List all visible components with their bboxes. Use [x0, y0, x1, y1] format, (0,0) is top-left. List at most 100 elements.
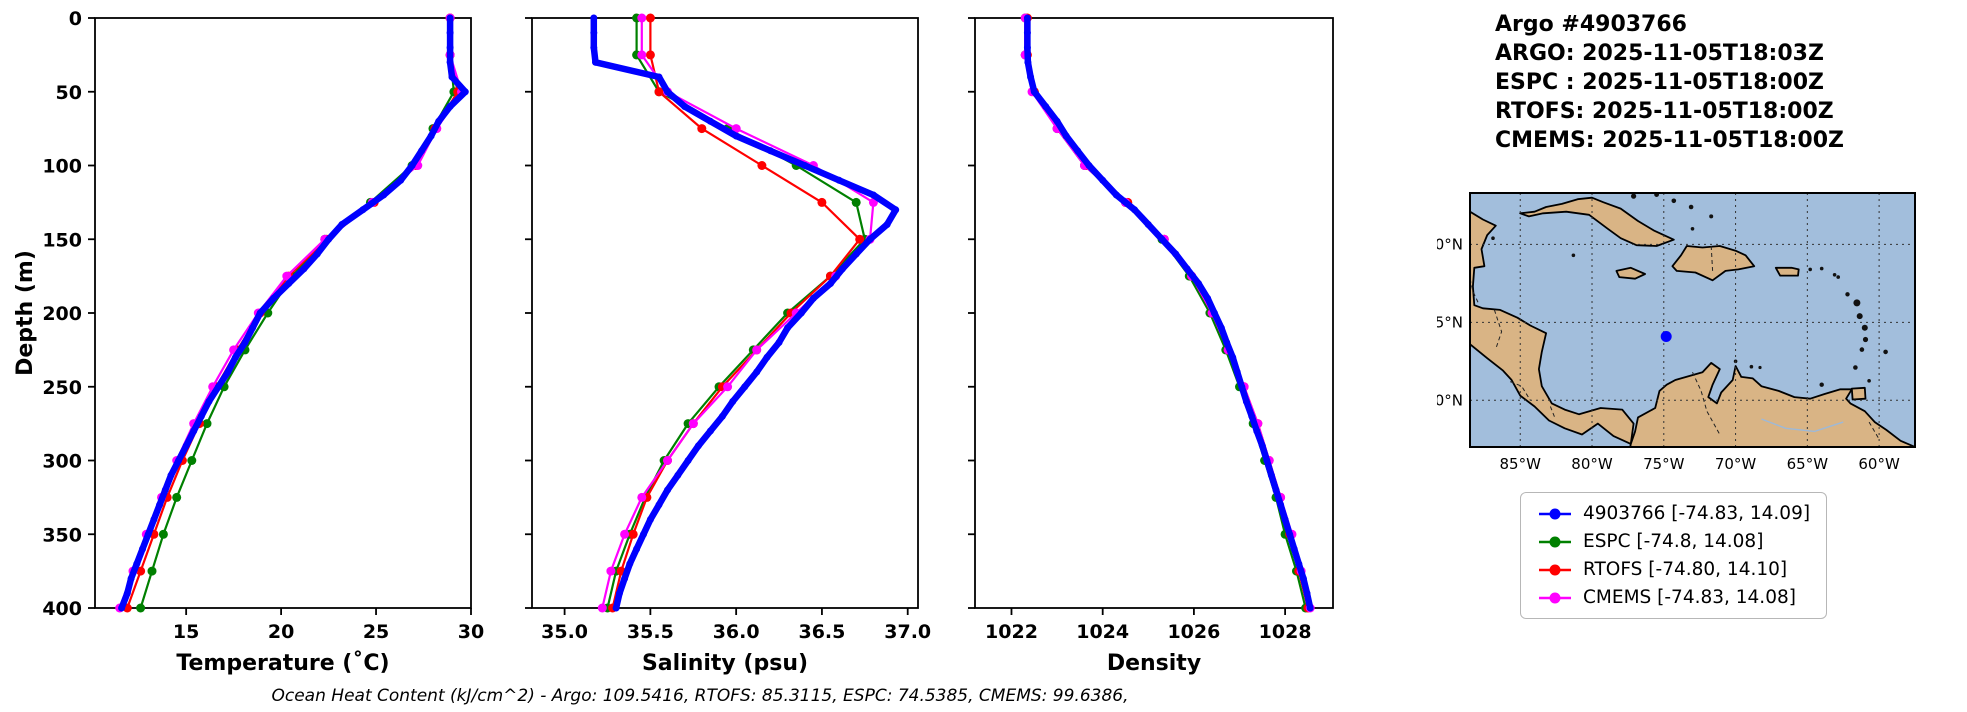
map-lon-label: 65°W: [1787, 455, 1829, 473]
svg-text:Depth (m): Depth (m): [13, 250, 38, 376]
4903766-temperature-line: [118, 14, 469, 612]
svg-text:350: 350: [42, 524, 82, 546]
map-small-island: [1758, 365, 1762, 370]
svg-text:Density: Density: [1107, 651, 1201, 676]
map-small-island: [1856, 313, 1863, 320]
float-info-block: Argo #4903766 ARGO: 2025-11-05T18:03Z ES…: [1495, 10, 1844, 155]
map-border: [1868, 421, 1880, 440]
legend-item: ESPC [-74.8, 14.08]: [1537, 531, 1810, 552]
map-land-group: [1470, 193, 1915, 447]
rtofs-timestamp: RTOFS: 2025-11-05T18:00Z: [1495, 99, 1834, 124]
salinity-panel: 35.0 35.5 36.0 36.5 37.0 Salinity (psu): [525, 13, 931, 676]
svg-text:36.5: 36.5: [798, 621, 845, 643]
map-lon-label: 80°W: [1571, 455, 1613, 473]
svg-text:36.0: 36.0: [713, 621, 760, 643]
profile-charts: 15 20 25 30050100150200250300350400Temperat…: [13, 8, 1334, 676]
float-title: Argo #4903766: [1495, 12, 1687, 37]
legend-item: 4903766 [-74.83, 14.09]: [1537, 503, 1810, 524]
map-small-island: [1861, 324, 1868, 331]
map-lat-label: 20°N: [1437, 235, 1463, 253]
svg-text:200: 200: [42, 303, 82, 325]
map-border: [1470, 278, 1480, 304]
map-lat-label: 15°N: [1437, 313, 1463, 331]
map-lon-label: 60°W: [1858, 455, 1900, 473]
legend-item-label: RTOFS [-74.80, 14.10]: [1583, 559, 1788, 580]
argo-timestamp: ARGO: 2025-11-05T18:03Z: [1495, 41, 1824, 66]
cmems-temperature-line: [118, 16, 463, 610]
espc-salinity-line: [606, 16, 866, 610]
map-small-island: [1631, 193, 1637, 199]
map-border: [1510, 381, 1531, 401]
svg-text:300: 300: [42, 451, 82, 473]
4903766-density-line: [1024, 14, 1314, 612]
rtofs-temperature-line: [126, 16, 459, 610]
density-panel: 1022 1024 1026 1028 Density: [968, 13, 1334, 676]
legend-marker-icon: [1539, 592, 1571, 603]
map-small-island: [1688, 204, 1694, 210]
espc-temperature-line: [139, 16, 455, 610]
map-small-island: [1749, 364, 1754, 369]
map-small-island: [1491, 236, 1495, 240]
svg-text:1028: 1028: [1259, 621, 1312, 643]
legend-marker-icon: [1539, 508, 1571, 519]
map-small-island: [1853, 365, 1858, 370]
svg-text:35.0: 35.0: [541, 621, 588, 643]
map-central-america: [1470, 210, 1635, 445]
rtofs-density-line: [1026, 16, 1310, 610]
svg-text:1026: 1026: [1167, 621, 1220, 643]
map-small-island: [1859, 347, 1865, 352]
legend-item-label: ESPC [-74.8, 14.08]: [1583, 531, 1764, 552]
map-small-island: [1709, 214, 1714, 219]
map-lon-label: 75°W: [1643, 455, 1685, 473]
legend-item: CMEMS [-74.83, 14.08]: [1537, 587, 1810, 608]
map-border: [1549, 406, 1556, 418]
map-small-island: [1836, 275, 1840, 279]
svg-text:400: 400: [42, 598, 82, 620]
svg-text:15: 15: [173, 621, 199, 643]
svg-text:Temperature (˚C): Temperature (˚C): [176, 651, 389, 676]
map-small-island: [1571, 253, 1576, 258]
location-map: 85°W 80°W 75°W 70°W 65°W 60°W 20°N 15°N 10°N: [1437, 192, 1916, 473]
map-border: [1493, 309, 1503, 349]
svg-text:100: 100: [42, 156, 82, 178]
cmems-density-line: [1024, 16, 1312, 610]
espc-density-line: [1024, 16, 1307, 610]
map-lon-label: 70°W: [1715, 455, 1757, 473]
svg-text:20: 20: [268, 621, 294, 643]
map-small-island: [1819, 382, 1824, 387]
svg-text:30: 30: [458, 621, 484, 643]
map-frame: [1469, 192, 1916, 448]
map-small-island: [1845, 292, 1850, 297]
svg-text:1024: 1024: [1076, 621, 1129, 643]
temperature-panel: 15 20 25 30050100150200250300350400Temperat…: [13, 8, 484, 676]
float-position-dot: [1660, 331, 1672, 342]
map-jamaica: [1615, 266, 1646, 280]
map-small-island: [1853, 299, 1861, 307]
map-small-island: [1883, 349, 1888, 355]
map-south-america: [1629, 362, 1915, 447]
map-legend: 4903766 [-74.83, 14.09] ESPC [-74.8, 14.…: [1520, 492, 1828, 619]
svg-text:50: 50: [56, 82, 82, 104]
map-small-island: [1867, 379, 1871, 383]
map-small-island: [1862, 336, 1869, 343]
espc-timestamp: ESPC : 2025-11-05T18:00Z: [1495, 70, 1824, 95]
cmems-salinity-line: [601, 16, 875, 610]
map-lat-label: 10°N: [1437, 391, 1463, 409]
map-small-island: [1671, 198, 1677, 204]
svg-text:250: 250: [42, 377, 82, 399]
legend-item-label: 4903766 [-74.83, 14.09]: [1583, 503, 1811, 524]
svg-text:1022: 1022: [985, 621, 1038, 643]
svg-text:150: 150: [42, 229, 82, 251]
legend-item: RTOFS [-74.80, 14.10]: [1537, 559, 1810, 580]
map-small-island: [1832, 273, 1837, 277]
svg-text:25: 25: [363, 621, 389, 643]
legend-marker-icon: [1539, 536, 1571, 547]
cmems-timestamp: CMEMS: 2025-11-05T18:00Z: [1495, 128, 1844, 153]
map-small-island: [1690, 227, 1695, 231]
map-river: [1761, 418, 1844, 433]
legend-marker-icon: [1539, 564, 1571, 575]
map-puerto-rico: [1774, 266, 1800, 277]
map-lon-label: 85°W: [1500, 455, 1542, 473]
map-border: [1692, 371, 1721, 435]
